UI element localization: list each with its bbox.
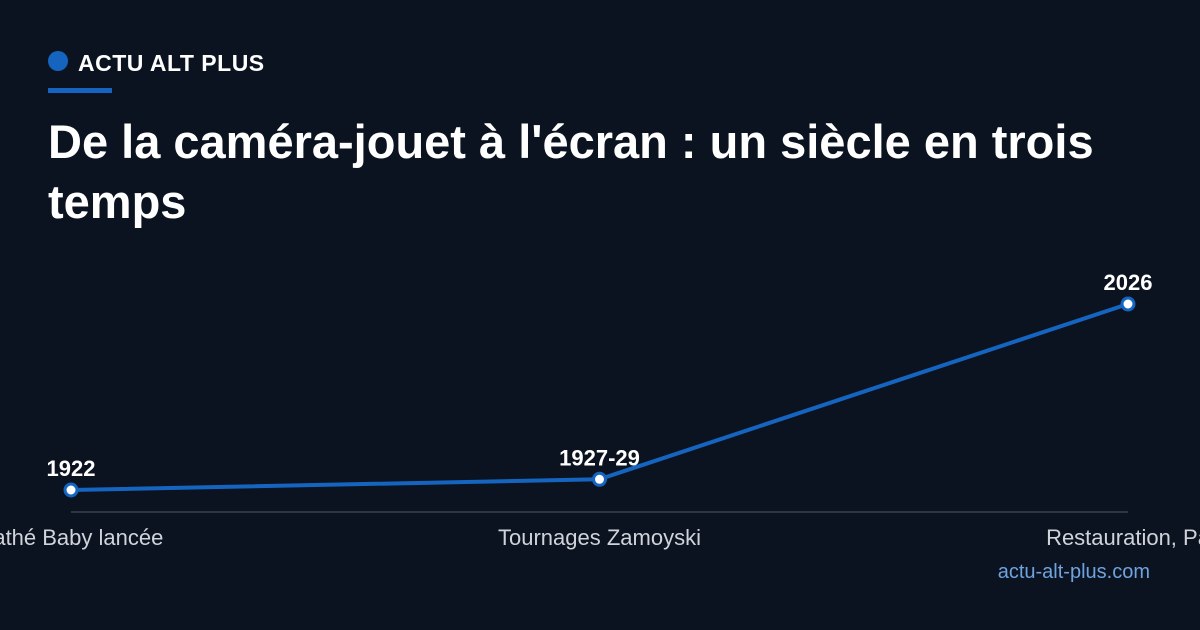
- chart-title: De la caméra-jouet à l'écran : un siècle…: [48, 115, 1094, 228]
- brand: ACTU ALT PLUS: [78, 50, 265, 76]
- point: [592, 471, 607, 487]
- point: [63, 482, 79, 498]
- brand-underline: [48, 88, 112, 93]
- point: [1120, 296, 1136, 312]
- source: actu-alt-plus.com: [998, 561, 1150, 583]
- data-label: 1922: [47, 456, 96, 481]
- brand-dot: [48, 51, 68, 71]
- data-label: 1927-29: [559, 445, 640, 470]
- x-tick-label: Restauration, Pa: [1046, 525, 1200, 550]
- data-label: 2026: [1104, 270, 1153, 295]
- x-tick-label: Pathé Baby lancée: [0, 525, 163, 550]
- x-tick-label: Tournages Zamoyski: [498, 525, 701, 550]
